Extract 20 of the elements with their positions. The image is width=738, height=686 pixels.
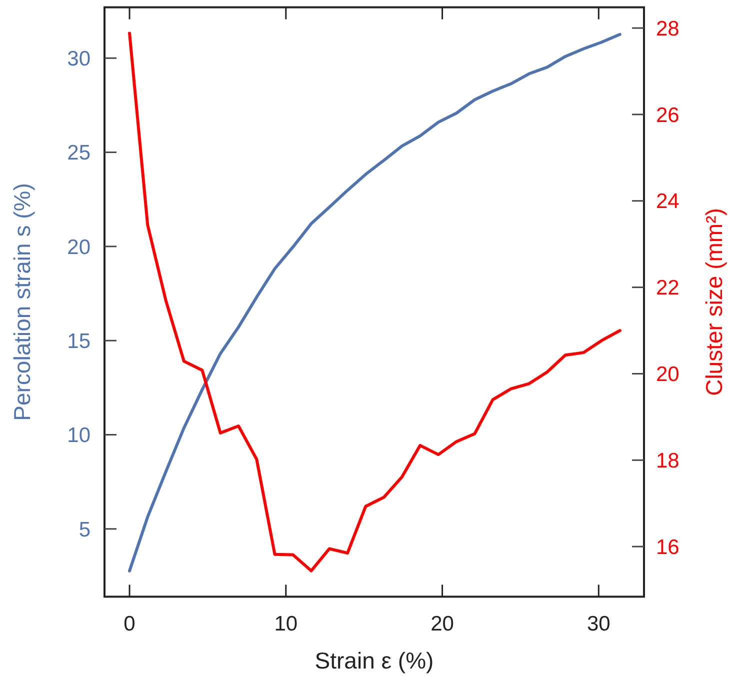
y-tick-label: 30 <box>67 47 90 70</box>
x-tick-label: 10 <box>274 612 298 636</box>
y-axis-title: Percolation strain s (%) <box>9 183 35 421</box>
y2-axis-title: Cluster size (mm²) <box>701 208 727 396</box>
y2-tick-label: 20 <box>656 363 680 386</box>
x-tick-label: 0 <box>124 612 136 636</box>
y-tick-label: 25 <box>67 142 90 165</box>
y-tick-label: 5 <box>78 518 90 542</box>
y2-tick-label: 26 <box>656 104 680 127</box>
y-tick-label: 20 <box>67 236 90 259</box>
y-tick-label: 15 <box>67 330 90 353</box>
y2-tick-label: 16 <box>656 536 680 559</box>
y2-tick-label: 28 <box>656 17 680 40</box>
x-tick-label: 20 <box>430 612 454 636</box>
x-axis-title: Strain ε (%) <box>314 648 434 674</box>
y2-tick-label: 18 <box>656 450 680 473</box>
y2-tick-label: 22 <box>656 276 680 300</box>
y-tick-label: 10 <box>67 424 90 448</box>
y2-tick-label: 24 <box>656 190 680 214</box>
x-tick-label: 30 <box>586 612 610 636</box>
